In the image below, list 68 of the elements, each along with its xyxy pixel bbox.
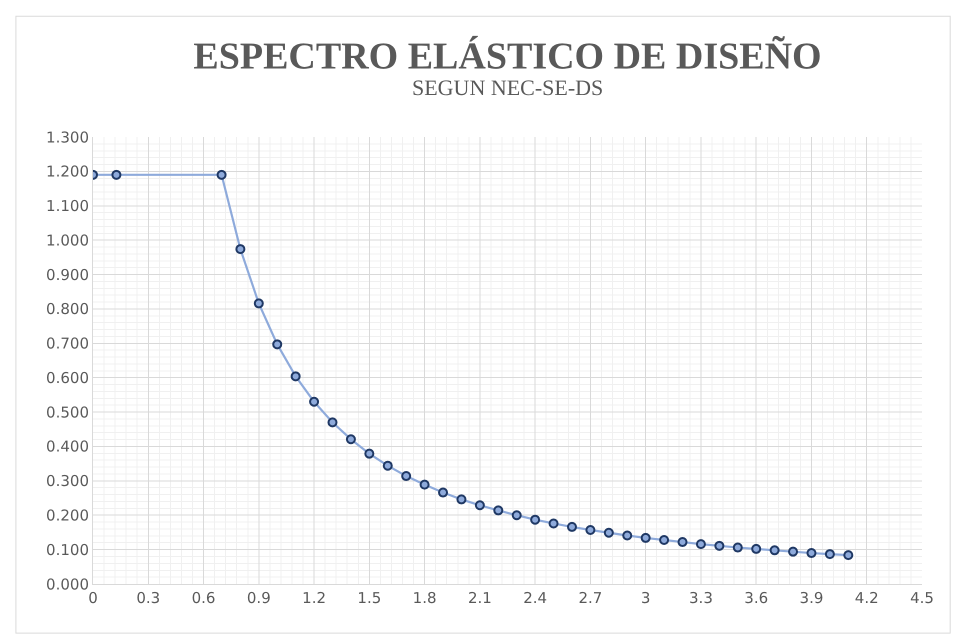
y-tick-label: 0.500 [46, 403, 89, 422]
y-tick-label: 0.800 [46, 300, 89, 318]
point [824, 549, 835, 560]
point [420, 480, 430, 490]
y-tick-label: 0.900 [46, 266, 89, 284]
y-tick-label: 1.200 [46, 162, 89, 181]
point [622, 530, 632, 541]
x-tick-label: 0.3 [136, 589, 160, 607]
point [235, 244, 246, 254]
point [474, 500, 485, 510]
point [493, 505, 504, 516]
x-tick-label: 4.5 [910, 589, 934, 607]
point [327, 417, 338, 428]
x-tick-label: 1.5 [357, 589, 382, 607]
x-tick-label: 0.6 [192, 589, 216, 607]
point [678, 537, 688, 548]
y-tick-label: 1.000 [46, 231, 89, 250]
chart-title: ESPECTRO ELÁSTICO DE DISEÑO [193, 36, 822, 78]
point [640, 532, 651, 543]
chart-subtitle: SEGUN NEC-SE-DS [412, 75, 604, 100]
point [438, 488, 448, 498]
x-tick-label: 4.2 [854, 589, 879, 607]
point [806, 548, 816, 558]
x-tick-label: 0.9 [246, 589, 271, 607]
y-tick-label: 0.100 [46, 540, 89, 559]
point [548, 518, 559, 528]
point [732, 542, 743, 553]
x-tick-label: 2.7 [578, 589, 602, 607]
point [585, 525, 596, 536]
y-tick-label: 0.400 [46, 438, 89, 456]
point [254, 298, 264, 308]
point [843, 550, 854, 560]
point [401, 471, 412, 482]
point [382, 460, 393, 471]
point [290, 371, 301, 382]
point [659, 534, 670, 545]
point [364, 448, 374, 459]
y-tick-label: 0.200 [46, 506, 89, 524]
y-tick-label: 1.300 [46, 128, 89, 146]
point [604, 528, 614, 538]
x-tick-label: 0 [88, 589, 98, 607]
y-tick-label: 0.300 [46, 472, 89, 490]
x-tick-label: 3.3 [689, 589, 713, 607]
point [788, 546, 798, 557]
point [216, 170, 227, 180]
point [770, 545, 780, 556]
x-tick-label: 1.8 [412, 589, 437, 607]
point [309, 396, 320, 407]
point [696, 539, 706, 550]
point [714, 540, 724, 551]
x-tick-label: 3.9 [800, 589, 824, 607]
x-tick-label: 2.4 [523, 589, 548, 607]
x-tick-label: 1.2 [302, 589, 326, 607]
point [272, 339, 282, 350]
point [751, 544, 762, 554]
x-tick-label: 3.6 [744, 589, 768, 607]
y-tick-label: 0.700 [46, 334, 89, 353]
point [512, 510, 522, 520]
y-tick-label: 1.100 [46, 197, 89, 216]
point [530, 514, 540, 525]
x-tick-label: 3 [640, 589, 650, 607]
point [346, 434, 356, 444]
point [566, 522, 577, 532]
y-tick-label: 0.600 [46, 368, 89, 387]
point [111, 170, 122, 180]
point [456, 494, 466, 504]
y-tick-label: 0.000 [46, 575, 89, 594]
x-tick-label: 2.1 [468, 589, 492, 607]
